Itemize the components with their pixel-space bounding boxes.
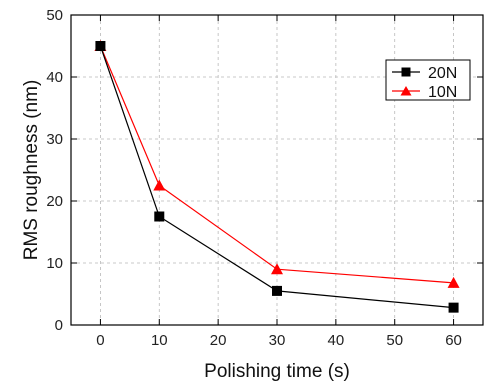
y-tick-label: 40 <box>46 69 63 86</box>
x-tick-label: 40 <box>328 332 345 349</box>
x-tick-label: 10 <box>151 332 168 349</box>
legend-label-20n: 20N <box>428 65 457 82</box>
data-point-10n <box>271 263 283 275</box>
y-tick-label: 50 <box>46 7 63 24</box>
data-point-20n <box>95 41 106 51</box>
data-point-10n <box>447 276 460 288</box>
x-tick-label: 30 <box>269 332 286 349</box>
x-tick-label: 20 <box>210 332 227 349</box>
y-tick-label: 30 <box>46 131 63 148</box>
legend-marker-20n <box>401 67 411 77</box>
y-tick-label: 10 <box>46 255 63 272</box>
legend-label-10n: 10N <box>428 84 457 101</box>
axes: 0 10 20 30 40 50 60 0 10 20 30 40 50 <box>46 7 484 349</box>
data-point-20n <box>154 211 165 222</box>
series-line-20n <box>99 45 454 309</box>
data-point-10n <box>153 179 166 191</box>
data-point-20n <box>272 285 282 296</box>
y-tick-label: 0 <box>55 317 63 334</box>
x-tick-label: 0 <box>96 332 104 349</box>
x-axis-title: Polishing time (s) <box>204 361 350 382</box>
data-point-20n <box>448 302 459 313</box>
y-tick-label: 20 <box>46 193 63 210</box>
legend-marker-10n <box>400 86 412 96</box>
series-layer <box>94 40 460 313</box>
x-tick-label: 60 <box>445 332 462 349</box>
y-axis-title: RMS roughness (nm) <box>21 80 42 261</box>
series-line-10n <box>99 45 454 284</box>
x-tick-label: 50 <box>386 332 403 349</box>
legend-box <box>385 59 471 101</box>
legend: 20N 10N <box>385 59 471 101</box>
